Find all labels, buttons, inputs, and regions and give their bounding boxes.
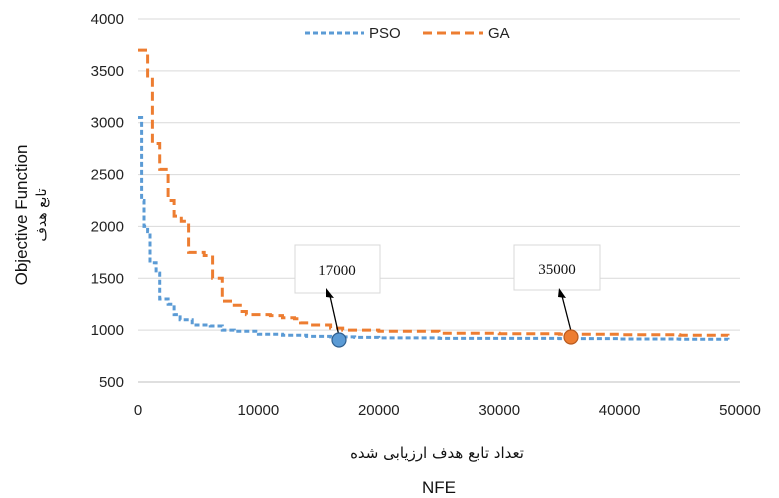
y-tick-label: 1000 — [91, 322, 124, 339]
x-axis-title: NFE — [422, 478, 456, 497]
y-axis-title: Objective Function — [12, 145, 31, 286]
x-tick-label: 30000 — [478, 402, 520, 419]
x-axis-ticks: 0 10000 20000 30000 40000 50000 — [134, 402, 761, 419]
legend-ga-label: GA — [488, 25, 510, 42]
x-axis-title-secondary: تعداد تابع هدف ارزیابی شده — [350, 444, 524, 462]
annotation-point-ga — [563, 329, 579, 345]
y-tick-label: 1500 — [91, 270, 124, 287]
y-tick-label: 3000 — [91, 115, 124, 132]
y-axis-title-secondary: تابع هدف — [34, 188, 50, 241]
y-tick-label: 500 — [99, 374, 124, 391]
callout-pso-arrow — [329, 295, 340, 337]
callout-pso-label: 17000 — [318, 263, 356, 279]
annotation-point-pso — [331, 332, 347, 348]
legend-pso-label: PSO — [369, 25, 401, 42]
x-tick-label: 20000 — [358, 402, 400, 419]
series-line-ga — [138, 48, 730, 337]
callout-ga-arrow — [561, 295, 572, 332]
y-tick-label: 2000 — [91, 218, 124, 235]
x-tick-label: 40000 — [599, 402, 641, 419]
series-lines — [138, 48, 730, 341]
legend: PSO GA — [305, 25, 510, 42]
callout-pso: 17000 — [294, 244, 381, 348]
series-line-pso — [138, 116, 730, 341]
callout-pso-arrowhead — [326, 288, 334, 298]
callout-ga-arrowhead — [558, 288, 566, 298]
x-tick-label: 10000 — [238, 402, 280, 419]
callout-ga: 35000 — [513, 244, 601, 345]
callout-ga-box — [513, 244, 601, 291]
x-tick-label: 50000 — [719, 402, 761, 419]
callout-ga-label: 35000 — [538, 262, 576, 278]
x-tick-label: 0 — [134, 402, 142, 419]
y-tick-label: 4000 — [91, 11, 124, 28]
y-tick-label: 3500 — [91, 63, 124, 80]
gridlines — [138, 18, 740, 331]
y-axis-ticks: 500 1000 1500 2000 2500 3000 3500 4000 — [91, 11, 124, 391]
y-tick-label: 2500 — [91, 167, 124, 184]
callout-pso-box — [294, 244, 381, 294]
